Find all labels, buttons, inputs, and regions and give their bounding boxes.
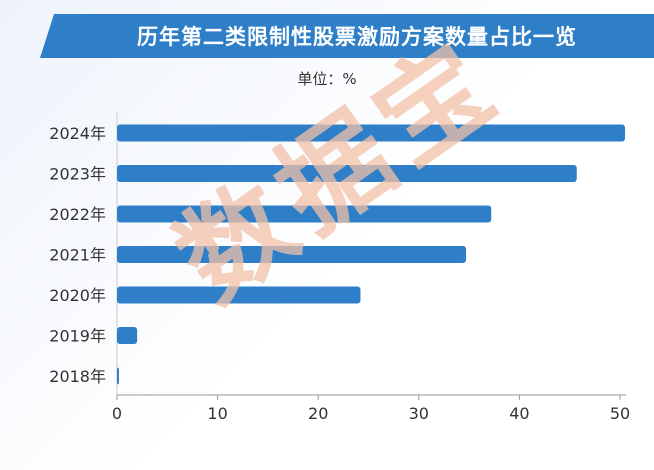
bar-6 [117, 367, 120, 385]
category-label-6: 2018年 [49, 367, 106, 386]
category-label-3: 2021年 [49, 246, 106, 265]
chart-title: 历年第二类限制性股票激励方案数量占比一览 [137, 25, 577, 49]
category-label-1: 2023年 [49, 165, 106, 184]
x-tick-label-5: 50 [610, 404, 630, 423]
unit-label: 单位：% [297, 70, 357, 88]
x-tick-label-0: 0 [112, 404, 122, 423]
bar-1 [117, 165, 577, 182]
x-tick-label-2: 20 [308, 404, 328, 423]
bar-0 [117, 124, 626, 142]
title-banner: 历年第二类限制性股票激励方案数量占比一览 [40, 14, 654, 58]
x-tick-label-4: 40 [509, 404, 529, 423]
x-tick-label-1: 10 [207, 404, 227, 423]
category-label-2: 2022年 [49, 205, 106, 224]
bar-3 [117, 246, 467, 263]
title-banner-shape [40, 14, 654, 58]
category-label-4: 2020年 [49, 286, 106, 305]
category-label-5: 2019年 [49, 327, 106, 346]
bar-5 [117, 327, 138, 344]
x-tick-label-3: 30 [409, 404, 429, 423]
bar-4 [117, 286, 361, 304]
category-label-0: 2024年 [49, 124, 106, 143]
bar-2 [117, 205, 492, 223]
